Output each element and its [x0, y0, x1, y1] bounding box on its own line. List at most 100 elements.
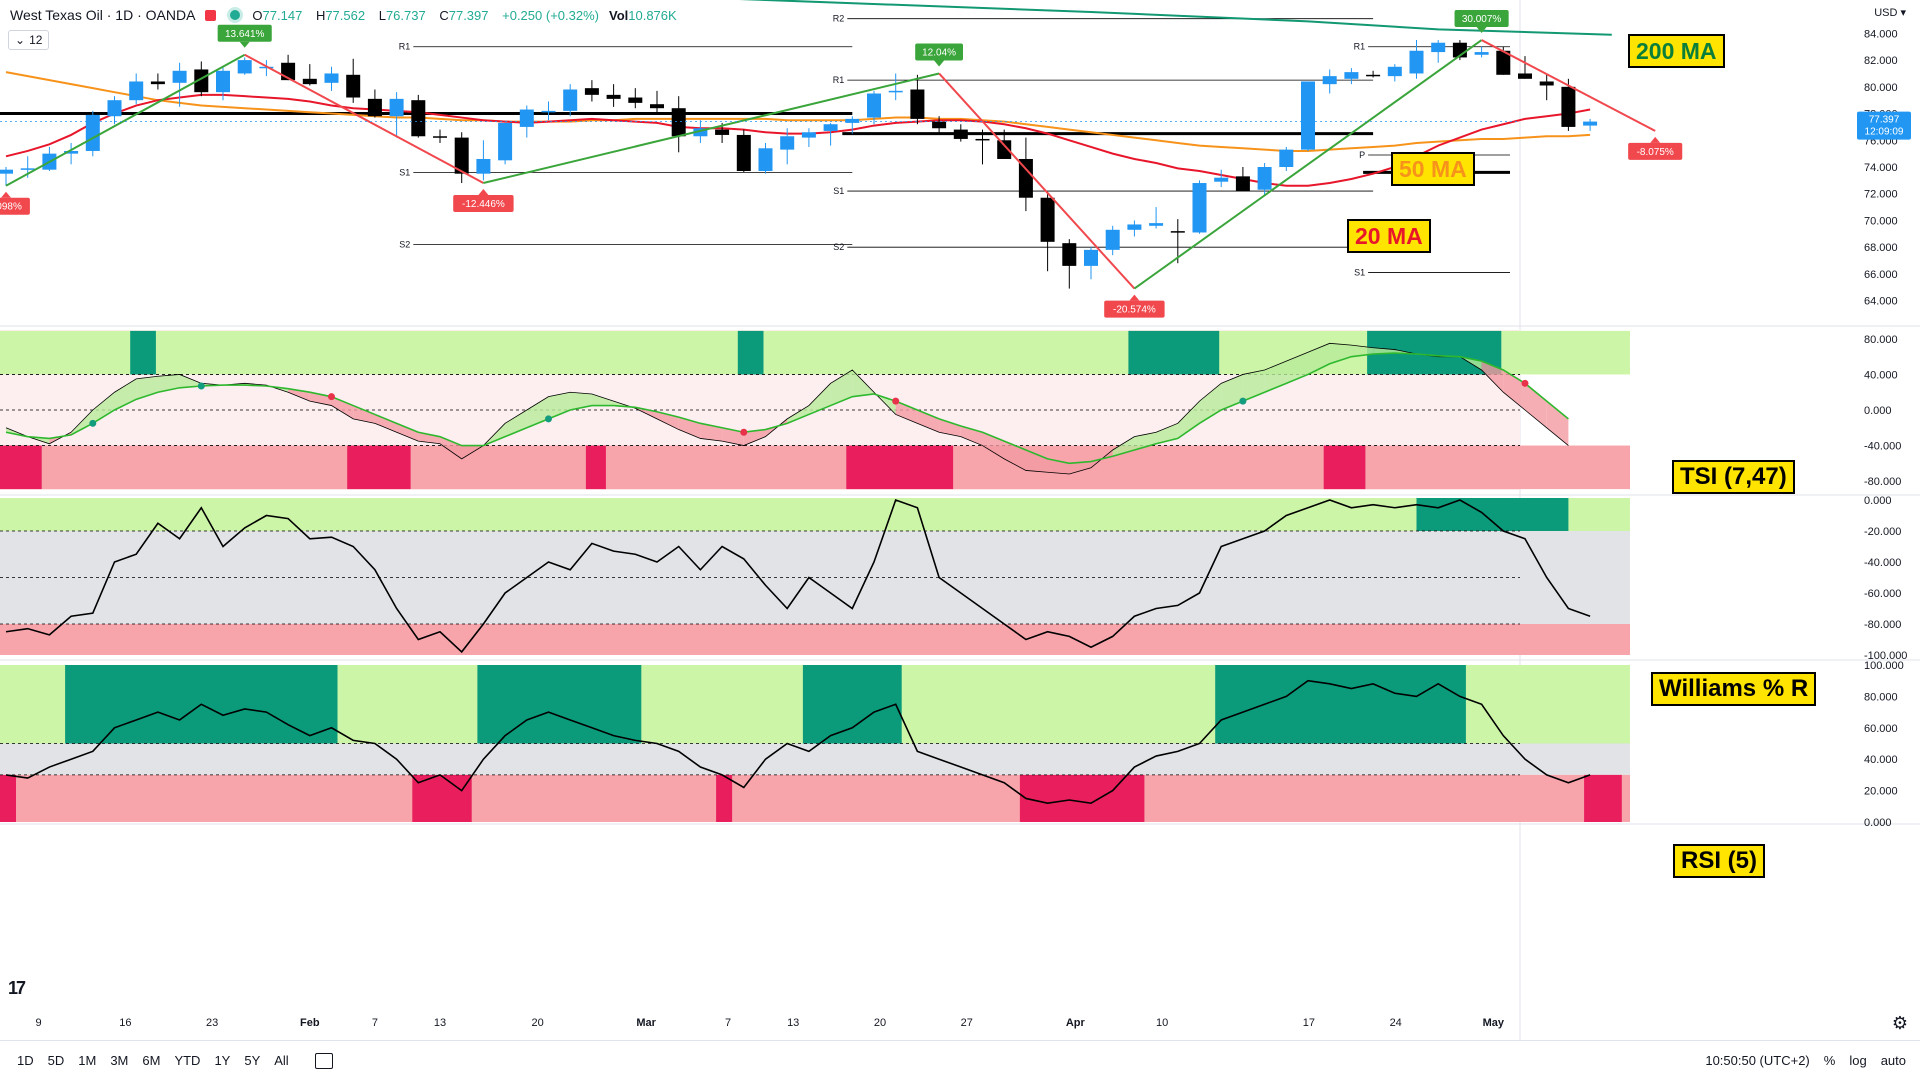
candle-body [1149, 223, 1164, 226]
candle-body [606, 94, 621, 99]
zigzag-label: -8.075% [1637, 147, 1674, 158]
timeframe-1y[interactable]: 1Y [214, 1053, 231, 1068]
timeframe-3m[interactable]: 3M [110, 1053, 129, 1068]
zigzag-label-pointer [1, 191, 11, 198]
candle-body [346, 74, 361, 98]
rsi-strong-bull-block [1215, 665, 1466, 744]
candle-body [563, 89, 578, 111]
rsi-tick-label: 20.000 [1864, 786, 1898, 798]
williams-overbought-zone [0, 498, 1630, 531]
zigzag-label-box [217, 24, 272, 42]
pivot-label: S2 [399, 240, 410, 250]
candle-body [389, 98, 404, 117]
clock-readout[interactable]: 10:50:50 (UTC+2) [1705, 1053, 1810, 1068]
time-tick-label: 7 [725, 1017, 731, 1029]
chart-canvas[interactable]: R1 S1 S2 R2 R1 S1 S2 R1 P S1 -.098% 13.641% -12.446%… [0, 0, 1920, 1040]
tradingview-logo-icon[interactable]: 17 [8, 978, 26, 998]
price-tick-label: 82.000 [1864, 55, 1898, 67]
zigzag-label-pointer [1476, 27, 1487, 34]
tsi-fill [1156, 423, 1178, 444]
candle-body [172, 70, 187, 83]
timeframe-1d[interactable]: 1D [17, 1053, 34, 1068]
rsi-strong-bull-block [802, 665, 902, 744]
candle-body [237, 60, 252, 74]
candle-body [1279, 149, 1294, 167]
rsi-tick-label: 40.000 [1864, 754, 1898, 766]
candle-body [650, 104, 664, 109]
indicator-collapse-button[interactable]: ⌄ 12 [8, 30, 50, 50]
tsi-fill [418, 432, 440, 444]
tsi-fill [548, 392, 571, 419]
zigzag-label-box [915, 43, 963, 61]
tsi-fill [830, 370, 853, 406]
candle-body [1301, 81, 1315, 150]
tsi-fill [743, 429, 766, 446]
rsi-bear-zone [0, 774, 1630, 822]
tsi-fill [1308, 343, 1330, 375]
tsi-fill [157, 374, 180, 393]
tsi-fill [1264, 361, 1287, 393]
candle-body [1235, 176, 1250, 192]
williams-tick-label: -80.000 [1864, 619, 1901, 631]
tsi-fill [1134, 432, 1157, 450]
tsi-fill [939, 418, 961, 437]
candle-body [129, 81, 144, 101]
percent-toggle[interactable]: % [1823, 1053, 1836, 1068]
pivot-label: R1 [399, 42, 411, 52]
rsi-neutral-zone [0, 743, 1630, 775]
flag-icon[interactable] [205, 9, 217, 21]
zigzag-label: -12.446% [462, 199, 505, 210]
tsi-fill [917, 410, 940, 433]
timeframe-6m[interactable]: 6M [142, 1053, 161, 1068]
timeframe-ytd[interactable]: YTD [174, 1053, 201, 1068]
time-tick-label: Apr [1066, 1017, 1086, 1029]
candle-body [411, 100, 426, 137]
candle-body [0, 169, 13, 174]
gear-icon[interactable]: ⚙ [1891, 1013, 1908, 1033]
candle-body [1496, 50, 1511, 75]
timeframe-1m[interactable]: 1M [78, 1053, 97, 1068]
candle-body [975, 138, 990, 141]
candle-body [1192, 183, 1207, 233]
timeframe-5d[interactable]: 5D [47, 1053, 65, 1068]
ma50-annotation: 50 MA [1391, 152, 1475, 186]
chevron-down-icon: ⌄ [15, 33, 26, 47]
time-tick-label: 16 [119, 1017, 131, 1029]
calendar-icon[interactable] [314, 1052, 333, 1069]
tsi-line [5, 342, 1569, 475]
log-toggle[interactable]: log [1849, 1053, 1867, 1068]
timeframe-all[interactable]: All [274, 1053, 289, 1068]
indicator-count: 12 [29, 33, 43, 47]
tsi-tick-label: 0.000 [1864, 405, 1892, 417]
rsi-strong-bull-block [477, 665, 642, 744]
zigzag-label-pointer [1650, 136, 1661, 143]
tsi-fill [331, 396, 354, 419]
timeframe-5y[interactable]: 5Y [244, 1053, 261, 1068]
rsi-strong-bear-block [716, 774, 733, 822]
symbol-title[interactable]: West Texas Oil · 1D · OANDA [10, 7, 196, 23]
price-tick-label: 66.000 [1864, 269, 1898, 281]
zigzag-segment [483, 72, 940, 185]
time-tick-label: 20 [874, 1017, 886, 1029]
candle-body [1583, 121, 1598, 126]
zigzag-label-pointer [1129, 294, 1140, 301]
tsi-fill [374, 414, 397, 433]
currency-selector[interactable]: USD ▾ [1874, 7, 1906, 19]
candle-body [736, 134, 751, 172]
candle-body [1366, 74, 1381, 77]
candle-body [693, 128, 708, 137]
tsi-fill [1025, 450, 1048, 473]
williams-tick-label: -20.000 [1864, 526, 1901, 538]
auto-toggle[interactable]: auto [1880, 1053, 1906, 1068]
time-tick-label: 17 [1303, 1017, 1315, 1029]
zigzag-label-pointer [934, 60, 945, 67]
candle-body [671, 108, 686, 137]
time-tick-label: 24 [1390, 1017, 1402, 1029]
rsi-tick-label: 60.000 [1864, 723, 1898, 735]
low-value: 76.737 [385, 7, 426, 23]
candle-body [1105, 229, 1120, 250]
tsi-cross-dot [328, 393, 335, 401]
zigzag-label: 12.04% [922, 47, 956, 58]
tsi-strong-bear-block [585, 445, 606, 490]
tsi-fill [1242, 370, 1265, 402]
